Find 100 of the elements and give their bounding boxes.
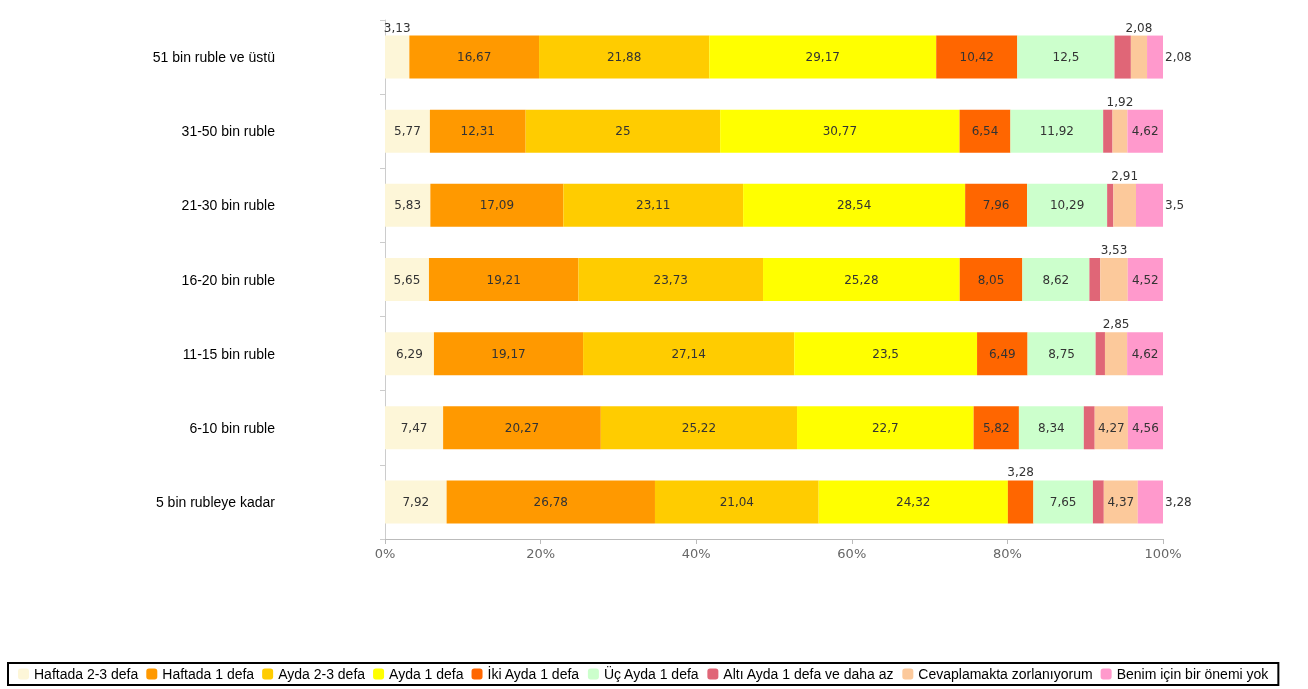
x-tick-label: 80% bbox=[992, 546, 1022, 561]
bar bbox=[1010, 109, 1104, 153]
bar bbox=[1103, 480, 1138, 524]
bar bbox=[763, 258, 960, 301]
data-label: 25 bbox=[615, 124, 631, 139]
data-label: 5,82 bbox=[982, 420, 1010, 435]
bar bbox=[709, 35, 937, 79]
bar bbox=[428, 258, 579, 301]
data-label: 27,14 bbox=[671, 346, 706, 361]
data-label: 4,27 bbox=[1097, 420, 1125, 435]
x-tick-label: 0% bbox=[374, 546, 396, 561]
x-tick-label: 60% bbox=[837, 546, 867, 561]
bar bbox=[936, 35, 1018, 79]
y-tick-label: 6-10 bin ruble bbox=[189, 419, 276, 436]
legend-label: Haftada 1 defa bbox=[162, 666, 255, 682]
data-label: 8,75 bbox=[1048, 346, 1075, 361]
data-label: 7,47 bbox=[400, 420, 428, 435]
data-label: 16,67 bbox=[457, 50, 492, 65]
data-label: 11,92 bbox=[1039, 124, 1074, 139]
data-label: 1,92 bbox=[1106, 94, 1134, 109]
data-label: 5,65 bbox=[393, 272, 421, 287]
data-label: 8,05 bbox=[977, 272, 1005, 287]
bar bbox=[1130, 35, 1148, 79]
bar bbox=[385, 183, 431, 227]
bar bbox=[1007, 480, 1034, 524]
bar bbox=[1022, 258, 1090, 301]
data-label: 30,77 bbox=[822, 124, 858, 139]
y-tick-label: 21-30 bin ruble bbox=[181, 197, 276, 214]
bar bbox=[525, 109, 721, 153]
data-label: 21,88 bbox=[606, 50, 642, 65]
bar bbox=[959, 109, 1011, 153]
bar bbox=[385, 406, 444, 450]
bar bbox=[1027, 332, 1096, 376]
bar bbox=[443, 406, 601, 450]
data-label: 3,53 bbox=[1100, 243, 1128, 257]
y-tick-label: 11-15 bin ruble bbox=[182, 345, 276, 362]
data-label: 6,54 bbox=[971, 124, 999, 139]
bar bbox=[1112, 109, 1128, 153]
data-label: 7,65 bbox=[1049, 494, 1077, 509]
y-tick-label: 16-20 bin ruble bbox=[181, 271, 276, 288]
y-tick-label: 51 bin ruble ve üstü bbox=[152, 49, 275, 66]
data-label: 2,08 bbox=[1125, 20, 1153, 35]
data-label: 7,96 bbox=[982, 198, 1010, 213]
data-label: 12,5 bbox=[1052, 50, 1080, 65]
bar bbox=[1092, 480, 1104, 524]
bar bbox=[539, 35, 710, 79]
data-label: 7,92 bbox=[402, 494, 430, 509]
data-label: 3,13 bbox=[383, 20, 411, 35]
data-label: 4,37 bbox=[1107, 494, 1135, 509]
data-label: 12,31 bbox=[460, 124, 495, 139]
data-label: 4,52 bbox=[1131, 272, 1159, 287]
y-tick-label: 5 bin rubleye kadar bbox=[155, 493, 276, 510]
bar bbox=[385, 109, 430, 153]
bar bbox=[1127, 406, 1163, 450]
y-tick-label: 31-50 bin ruble bbox=[181, 123, 276, 140]
data-label: 29,17 bbox=[805, 50, 840, 65]
data-label: 17,09 bbox=[479, 198, 515, 213]
bar bbox=[1127, 258, 1163, 301]
bar bbox=[600, 406, 798, 450]
bar bbox=[1136, 183, 1163, 227]
bar bbox=[1114, 35, 1131, 79]
bar bbox=[429, 109, 526, 153]
bar bbox=[743, 183, 966, 227]
bar bbox=[1100, 258, 1128, 301]
data-label: 3,28 bbox=[1007, 465, 1034, 480]
x-tick-label: 100% bbox=[1144, 546, 1182, 561]
bar bbox=[1083, 406, 1095, 450]
bar bbox=[1095, 332, 1105, 376]
data-label: 6,49 bbox=[988, 346, 1016, 361]
data-label: 6,29 bbox=[396, 346, 423, 361]
data-label: 21,04 bbox=[719, 494, 754, 509]
bar bbox=[720, 109, 960, 153]
bar bbox=[1137, 480, 1163, 524]
data-label: 2,08 bbox=[1165, 50, 1192, 65]
bar bbox=[818, 480, 1008, 524]
data-label: 23,11 bbox=[636, 198, 671, 213]
data-label: 4,56 bbox=[1132, 420, 1159, 435]
data-label: 3,5 bbox=[1165, 198, 1185, 213]
legend-label: Benim için bir önemi yok bbox=[1116, 666, 1270, 682]
bar bbox=[1127, 109, 1163, 153]
data-label: 19,17 bbox=[491, 346, 526, 361]
legend-label: Ayda 1 defa bbox=[389, 666, 464, 682]
bar bbox=[583, 332, 795, 376]
data-label: 2,85 bbox=[1102, 317, 1130, 332]
data-label: 2,91 bbox=[1111, 168, 1139, 183]
data-label: 25,22 bbox=[681, 420, 717, 435]
bar bbox=[385, 35, 410, 79]
legend-label: Haftada 2-3 defa bbox=[34, 666, 139, 682]
bar bbox=[430, 183, 564, 227]
bar bbox=[409, 35, 540, 79]
bar bbox=[959, 258, 1023, 301]
bar bbox=[433, 332, 584, 376]
bar bbox=[1127, 332, 1163, 376]
x-tick-label: 40% bbox=[681, 546, 711, 561]
bar bbox=[385, 332, 434, 376]
data-label: 23,73 bbox=[653, 272, 688, 287]
bar bbox=[1113, 183, 1136, 227]
bar bbox=[1017, 35, 1115, 79]
bar bbox=[385, 480, 447, 524]
data-label: 5,77 bbox=[394, 124, 421, 139]
